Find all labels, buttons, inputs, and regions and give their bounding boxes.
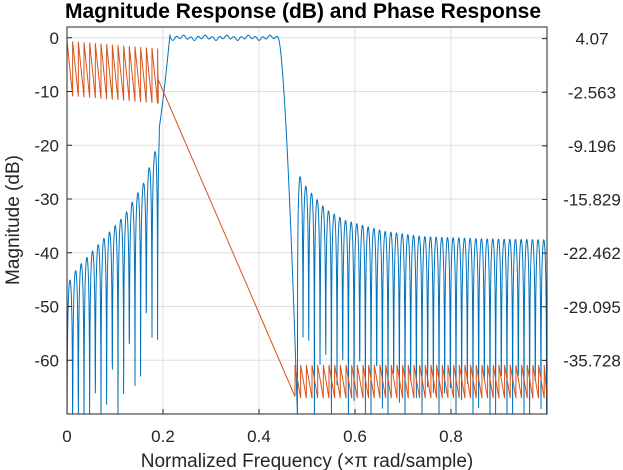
y-right-tick-label: -9.196 bbox=[568, 137, 616, 156]
y-left-tick-label: -60 bbox=[34, 351, 59, 370]
y-right-tick-label: -29.095 bbox=[563, 298, 621, 317]
x-tick-label: 0.8 bbox=[439, 427, 463, 446]
plot-frame bbox=[66, 26, 548, 415]
y-right-tick-label: -15.829 bbox=[563, 191, 621, 210]
axis-ticks: 0 0.2 0.4 0.6 0.8 0 -10 -20 -30 -40 -50 -60 4.07 -2.5… bbox=[34, 29, 620, 446]
y-right-tick-label: -35.728 bbox=[563, 351, 621, 370]
x-tick-label: 0.6 bbox=[343, 427, 367, 446]
y-right-tick-label: -22.462 bbox=[563, 244, 621, 263]
y-axis-label-left: Magnitude (dB) bbox=[3, 155, 24, 285]
y-left-tick-label: -30 bbox=[34, 190, 59, 209]
y-right-tick-label: -2.563 bbox=[568, 83, 616, 102]
y-left-tick-label: -40 bbox=[34, 244, 59, 263]
phase-series-line bbox=[67, 40, 547, 399]
y-left-tick-label: -50 bbox=[34, 298, 59, 317]
y-right-tick-label: 4.07 bbox=[575, 30, 608, 49]
chart-title: Magnitude Response (dB) and Phase Respon… bbox=[65, 0, 541, 23]
plot-area bbox=[67, 34, 547, 414]
x-tick-label: 0.4 bbox=[247, 427, 271, 446]
magnitude-series-line bbox=[67, 34, 547, 414]
y-left-tick-label: 0 bbox=[50, 29, 59, 48]
x-axis-label: Normalized Frequency (×π rad/sample) bbox=[141, 451, 474, 470]
x-tick-label: 0.2 bbox=[151, 427, 175, 446]
y-left-tick-label: -20 bbox=[34, 136, 59, 155]
y-left-tick-label: -10 bbox=[34, 83, 59, 102]
x-tick-label: 0 bbox=[62, 427, 71, 446]
